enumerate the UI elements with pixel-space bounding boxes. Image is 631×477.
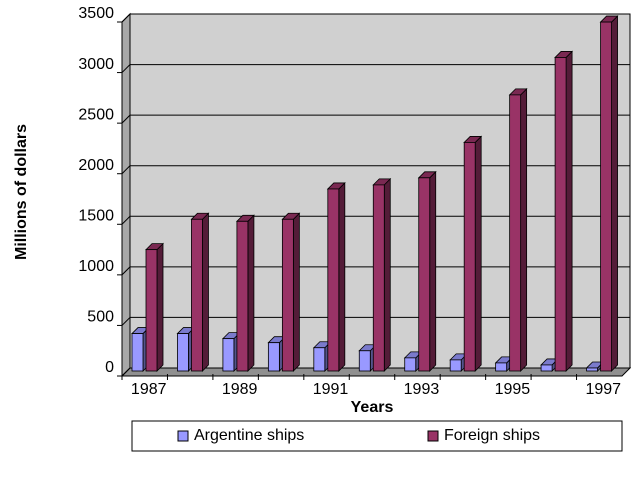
x-tick-label: 1987 — [131, 381, 167, 398]
x-tick-label: 1989 — [222, 381, 258, 398]
bar — [145, 249, 158, 372]
legend-swatch — [177, 430, 189, 442]
bar — [131, 333, 144, 372]
y-tick-label: 500 — [87, 309, 114, 326]
x-tick-label: 1997 — [585, 381, 621, 398]
bar-side — [156, 242, 164, 372]
bar — [404, 357, 417, 372]
x-axis-title: Years — [351, 399, 394, 416]
grid-line-side — [121, 114, 131, 124]
legend-label: Argentine ships — [194, 427, 304, 444]
bar-side — [520, 87, 528, 372]
bar-side — [338, 181, 346, 372]
bar — [236, 220, 249, 372]
y-tick-label: 3000 — [78, 56, 114, 73]
x-tick-label: 1995 — [495, 381, 531, 398]
bar — [449, 359, 462, 372]
bar-side — [565, 50, 573, 372]
bar — [463, 142, 476, 372]
bar — [177, 333, 189, 372]
bar-side — [474, 135, 482, 372]
bar-side — [292, 212, 300, 372]
grid-line-side — [121, 13, 131, 23]
bar — [327, 188, 340, 372]
bar — [222, 338, 235, 372]
grid-line-side — [121, 367, 131, 377]
legend-swatch — [427, 430, 439, 442]
y-tick-label: 2500 — [78, 106, 114, 123]
bar-side — [429, 170, 437, 372]
bar — [540, 364, 553, 372]
bar — [495, 362, 508, 372]
bar-side — [611, 15, 618, 372]
grid-line-side — [121, 266, 131, 276]
y-tick-label: 1500 — [78, 208, 114, 225]
grid-line-side — [121, 317, 131, 326]
grid-line-side — [121, 64, 131, 73]
bar — [191, 218, 203, 372]
bar — [554, 57, 567, 372]
legend-label: Foreign ships — [444, 427, 540, 444]
bar-side — [383, 177, 391, 372]
grid-line-side — [121, 215, 131, 225]
y-tick-label: 3500 — [78, 5, 114, 22]
grid-line-side — [121, 165, 131, 175]
y-tick-label: 0 — [105, 359, 114, 376]
y-tick-label: 2000 — [78, 157, 114, 174]
bar — [509, 94, 522, 372]
x-tick-label: 1993 — [404, 381, 440, 398]
bar — [281, 218, 294, 372]
bar — [600, 21, 612, 372]
x-tick-label: 1991 — [313, 381, 349, 398]
legend-box — [131, 420, 623, 452]
bar-side — [202, 212, 209, 372]
y-tick-label: 1000 — [78, 258, 114, 275]
y-axis-title: Millions of dollars — [13, 124, 30, 260]
bar — [267, 342, 280, 372]
bar — [586, 367, 598, 372]
bar — [418, 177, 431, 372]
bar — [372, 184, 385, 372]
bar — [313, 347, 326, 372]
bar — [358, 350, 371, 372]
bar-side — [247, 214, 255, 372]
